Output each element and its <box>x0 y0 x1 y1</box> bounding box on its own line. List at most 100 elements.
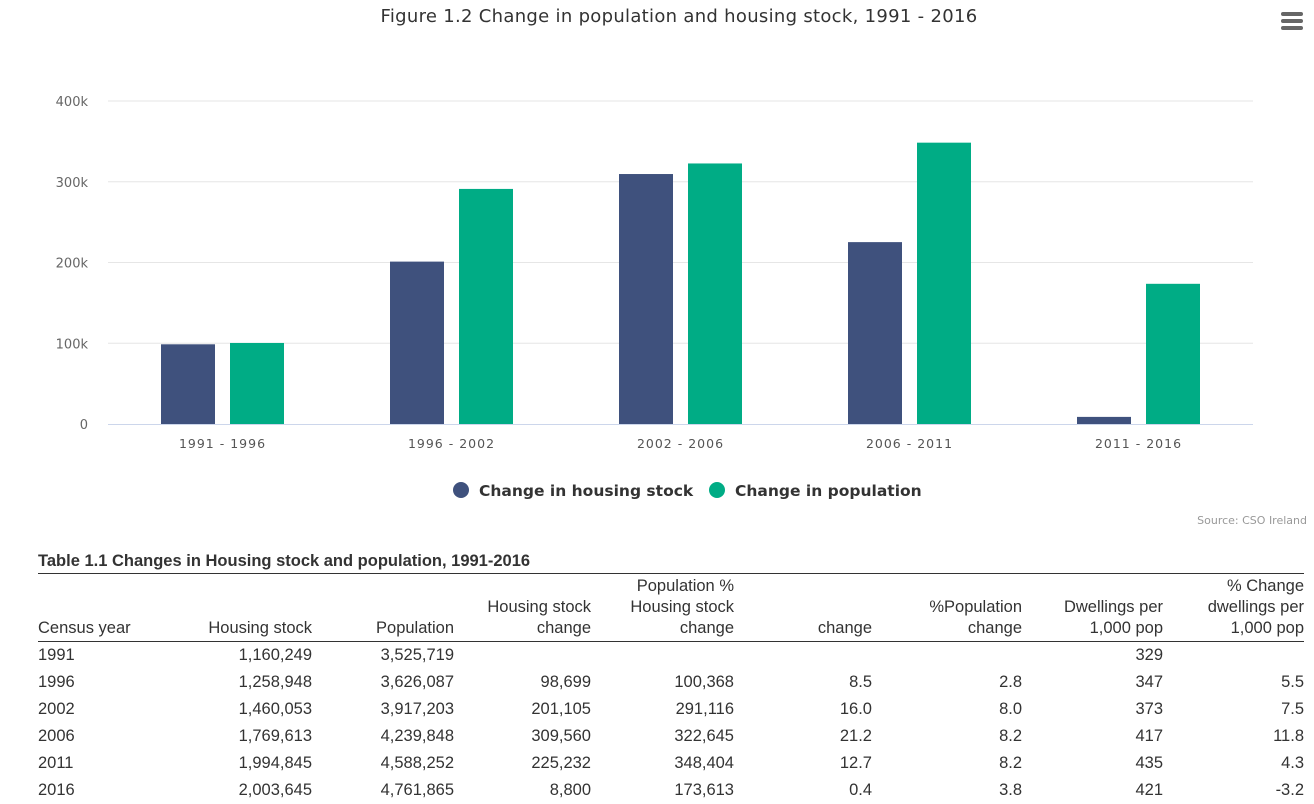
table-cell: 4,588,252 <box>312 750 454 777</box>
y-tick-label: 200k <box>56 257 89 272</box>
table-cell: 348,404 <box>591 750 734 777</box>
bar-housing-stock <box>161 344 215 424</box>
table-cell: 291,116 <box>591 696 734 723</box>
table-cell: 4.3 <box>1163 750 1304 777</box>
column-header: Census year <box>38 574 146 642</box>
bar-housing-stock <box>848 242 902 424</box>
column-header-line: change <box>872 618 1022 639</box>
x-tick-label: 1991 - 1996 <box>179 436 266 451</box>
table-cell: 322,645 <box>591 723 734 750</box>
table-cell: 435 <box>1022 750 1163 777</box>
column-header-line: change <box>591 618 734 639</box>
y-tick-label: 100k <box>56 337 89 352</box>
table-cell: 1991 <box>38 642 146 670</box>
menu-line <box>1281 26 1303 30</box>
column-header: change <box>734 574 872 642</box>
column-header-line: Housing stock <box>454 597 591 618</box>
y-tick-label: 300k <box>56 176 89 191</box>
bar-housing-stock <box>619 174 673 424</box>
table-cell <box>872 642 1022 670</box>
table-cell: 329 <box>1022 642 1163 670</box>
table-cell: 309,560 <box>454 723 591 750</box>
source-credit: Source: CSO Ireland <box>1197 514 1307 527</box>
column-header-line: 1,000 pop <box>1022 618 1163 639</box>
table-cell: 8.0 <box>872 696 1022 723</box>
table-cell <box>734 642 872 670</box>
table-cell: 201,105 <box>454 696 591 723</box>
table-cell: 2011 <box>38 750 146 777</box>
column-header-line: Census year <box>38 618 146 639</box>
x-tick-label: 2002 - 2006 <box>637 436 724 451</box>
column-header-line: Dwellings per <box>1022 597 1163 618</box>
menu-line <box>1281 19 1303 23</box>
column-header-line: Housing stock <box>146 618 312 639</box>
table-cell: 5.5 <box>1163 669 1304 696</box>
table-cell: 225,232 <box>454 750 591 777</box>
bar-housing-stock <box>1077 417 1131 424</box>
table-cell: 2006 <box>38 723 146 750</box>
column-header-line: Population <box>312 618 454 639</box>
column-header-line: change <box>734 618 872 639</box>
bar-population <box>459 189 513 424</box>
x-tick-label: 2006 - 2011 <box>866 436 953 451</box>
table-cell: 1,460,053 <box>146 696 312 723</box>
table-cell: 2002 <box>38 696 146 723</box>
table-cell: 347 <box>1022 669 1163 696</box>
y-tick-label: 0 <box>80 418 88 433</box>
table-cell: 1,258,948 <box>146 669 312 696</box>
table-cell: 21.2 <box>734 723 872 750</box>
table-cell: 4,239,848 <box>312 723 454 750</box>
column-header: Housing stock <box>146 574 312 642</box>
table-cell: 417 <box>1022 723 1163 750</box>
table-title: Table 1.1 Changes in Housing stock and p… <box>38 552 1304 574</box>
hamburger-menu-icon[interactable] <box>1281 12 1303 32</box>
legend-label-population: Change in population <box>735 482 922 500</box>
table-cell: 373 <box>1022 696 1163 723</box>
y-tick-label: 400k <box>56 95 89 110</box>
table-cell: 12.7 <box>734 750 872 777</box>
bar-population <box>1146 284 1200 424</box>
column-header-line: 1,000 pop <box>1163 618 1304 639</box>
table-cell: 3,626,087 <box>312 669 454 696</box>
column-header-line: change <box>454 618 591 639</box>
x-tick-label: 1996 - 2002 <box>408 436 495 451</box>
column-header-line: % Change <box>1163 576 1304 597</box>
table-cell: 8.5 <box>734 669 872 696</box>
legend-marker-population <box>709 482 725 498</box>
table-cell: 11.8 <box>1163 723 1304 750</box>
bar-population <box>230 343 284 424</box>
legend-label-housing: Change in housing stock <box>479 482 694 500</box>
bar-housing-stock <box>390 262 444 424</box>
menu-line <box>1281 12 1303 16</box>
bar-population <box>917 143 971 424</box>
table-cell: 100,368 <box>591 669 734 696</box>
table-cell: 3,917,203 <box>312 696 454 723</box>
legend-marker-housing <box>453 482 469 498</box>
column-header-line: dwellings per <box>1163 597 1304 618</box>
table-cell: 1,994,845 <box>146 750 312 777</box>
table-cell: 2.8 <box>872 669 1022 696</box>
table-cell: 1,769,613 <box>146 723 312 750</box>
table-cell: 1,160,249 <box>146 642 312 670</box>
table-cell: 8.2 <box>872 723 1022 750</box>
table-cell: 98,699 <box>454 669 591 696</box>
chart-title: Figure 1.2 Change in population and hous… <box>0 6 1314 27</box>
table-cell <box>1163 642 1304 670</box>
column-header-line: %Population <box>872 597 1022 618</box>
x-tick-label: 2011 - 2016 <box>1095 436 1182 451</box>
table-cell <box>454 642 591 670</box>
table-cell <box>591 642 734 670</box>
data-table-section: Table 1.1 Changes in Housing stock and p… <box>38 552 1304 804</box>
